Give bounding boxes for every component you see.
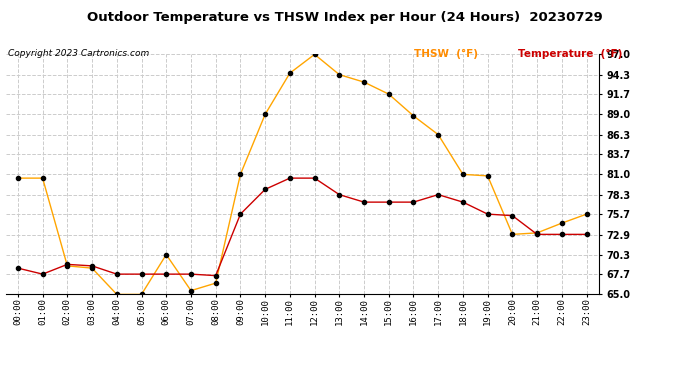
Text: THSW  (°F): THSW (°F) bbox=[414, 49, 478, 59]
Text: Copyright 2023 Cartronics.com: Copyright 2023 Cartronics.com bbox=[8, 49, 150, 58]
Text: Outdoor Temperature vs THSW Index per Hour (24 Hours)  20230729: Outdoor Temperature vs THSW Index per Ho… bbox=[87, 11, 603, 24]
Text: Temperature  (°F): Temperature (°F) bbox=[518, 49, 622, 59]
